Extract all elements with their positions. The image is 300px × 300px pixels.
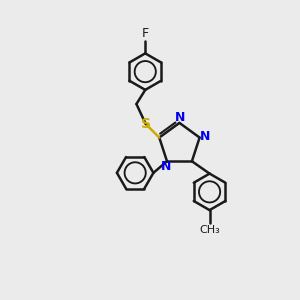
- Text: N: N: [161, 160, 172, 173]
- Text: N: N: [200, 130, 210, 142]
- Text: CH₃: CH₃: [199, 225, 220, 235]
- Text: F: F: [142, 26, 149, 40]
- Text: N: N: [175, 111, 185, 124]
- Text: S: S: [141, 117, 151, 131]
